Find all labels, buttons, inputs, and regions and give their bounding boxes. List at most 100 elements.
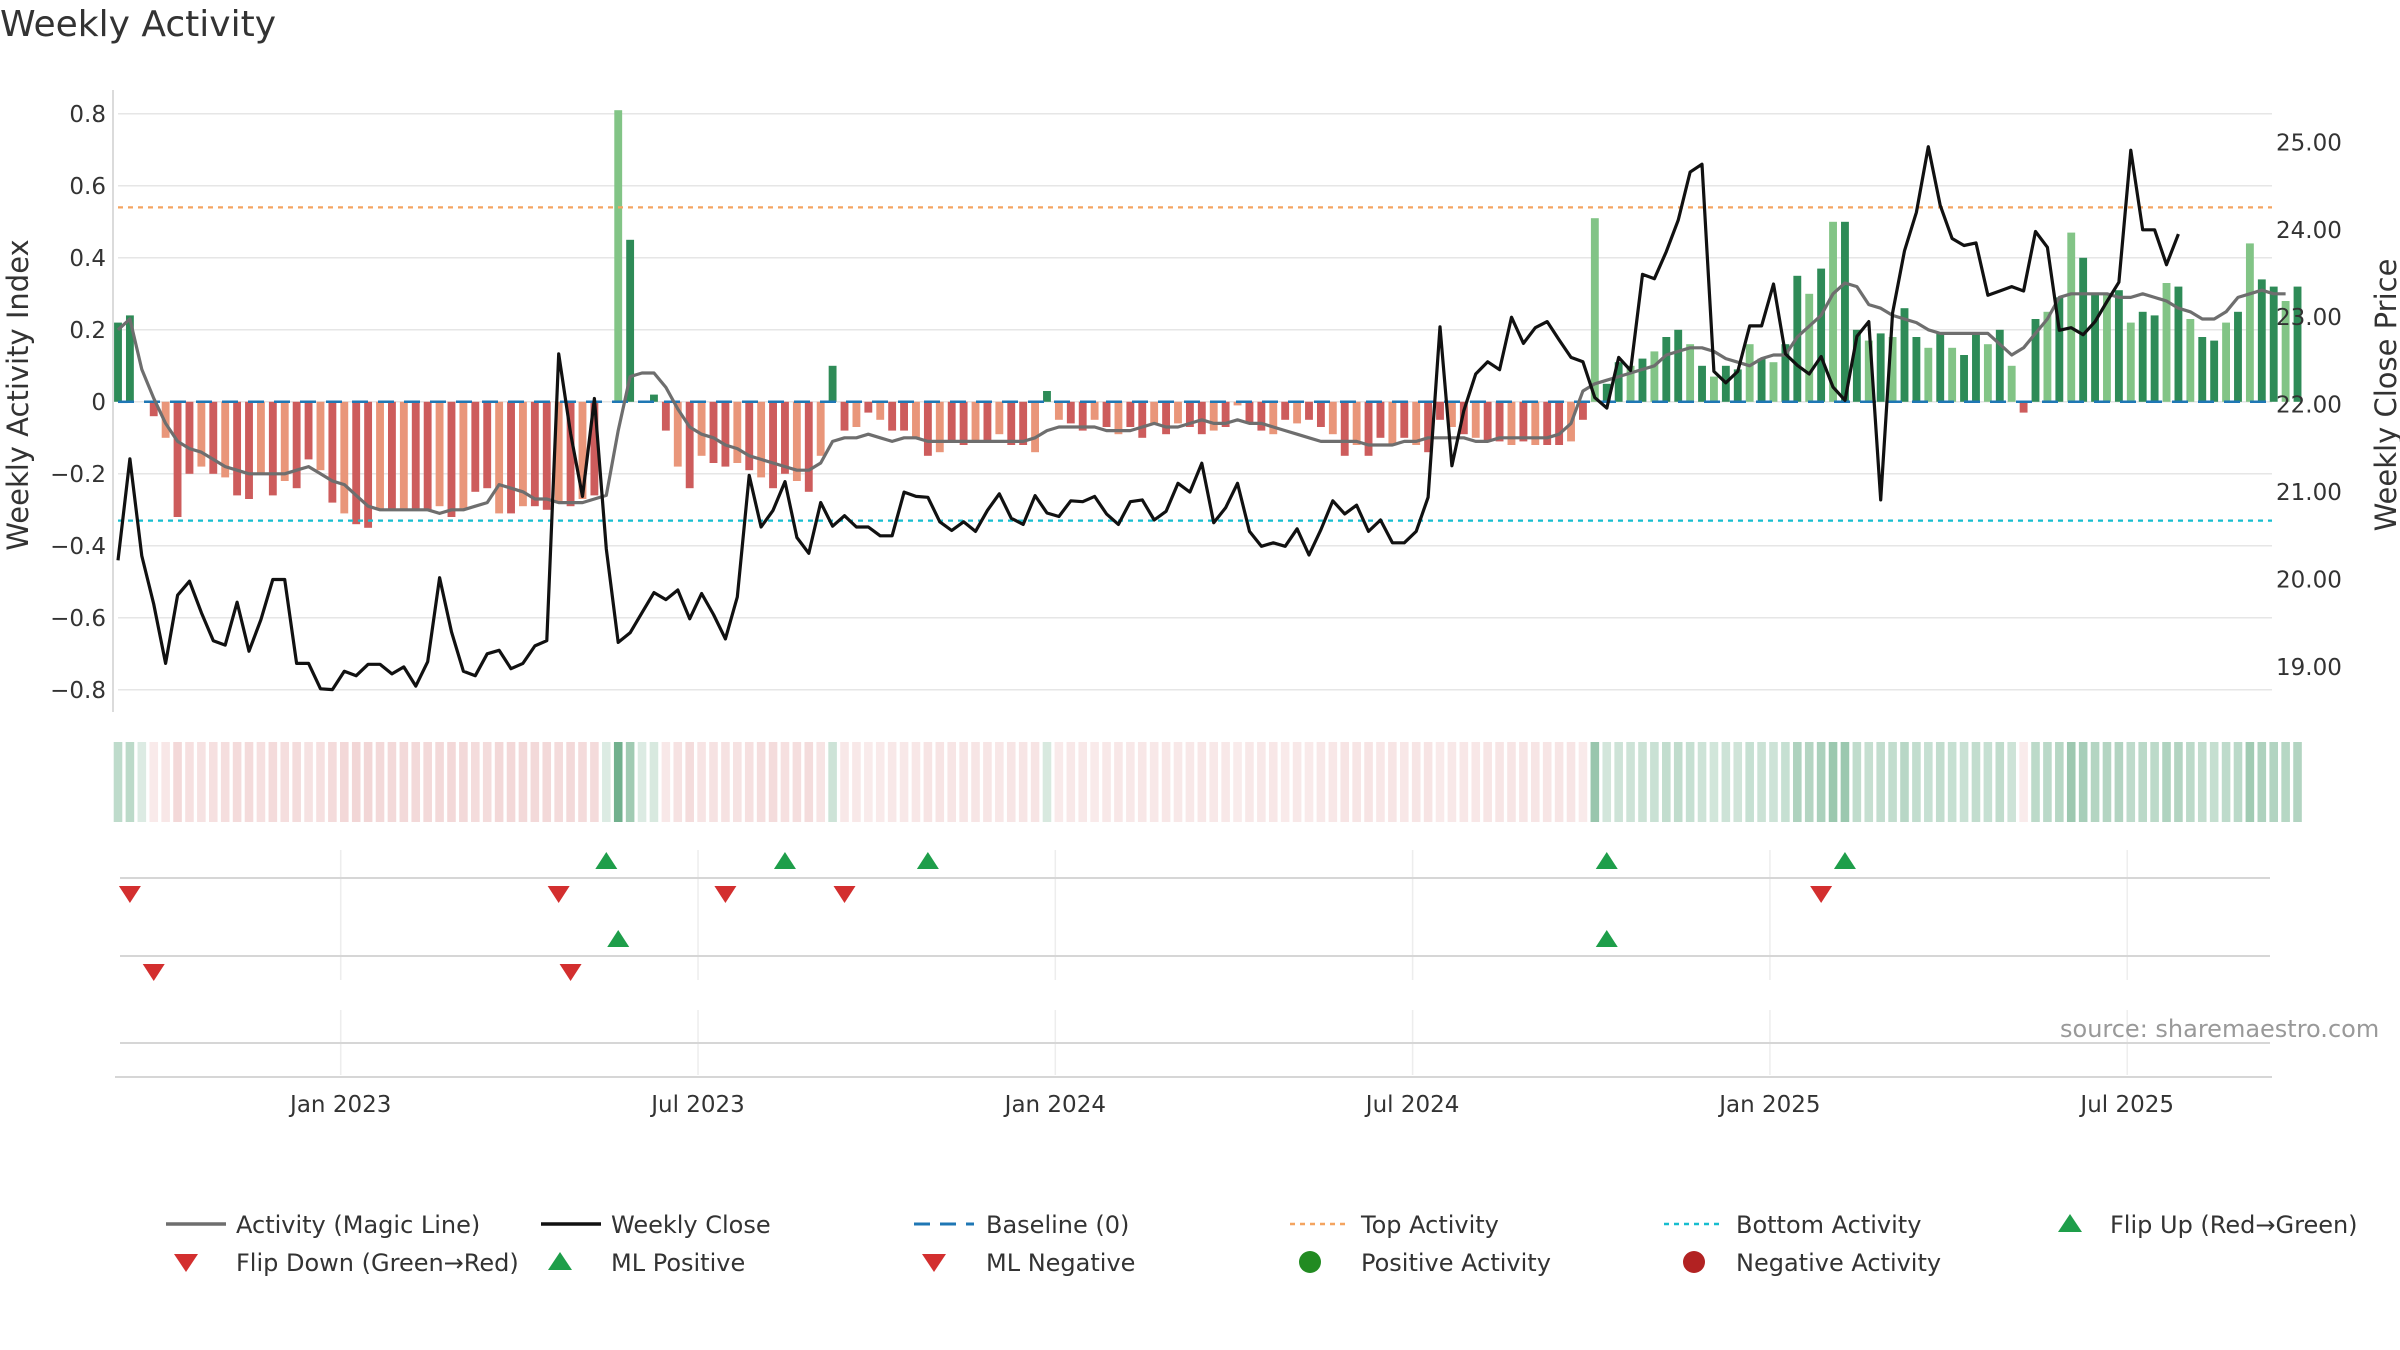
activity-bar [1388, 401, 1397, 445]
activity-bar [2174, 286, 2183, 402]
legend-label: Bottom Activity [1736, 1211, 1921, 1239]
heat-cell [482, 742, 492, 822]
heat-cell [1721, 742, 1731, 822]
heat-cell [1364, 742, 1373, 822]
heat-cell [2055, 742, 2064, 822]
source-note: source: sharemaestro.com [2060, 1015, 2380, 1043]
legend-label: Activity (Magic Line) [236, 1211, 480, 1239]
heat-cell [1983, 742, 1993, 822]
activity-bar [769, 401, 777, 489]
activity-bar [590, 401, 599, 496]
heat-cell [2269, 742, 2278, 822]
legend-label: Positive Activity [1361, 1249, 1551, 1277]
heat-cell [423, 742, 432, 822]
heat-cell [554, 742, 563, 822]
heat-cell [1114, 742, 1123, 822]
heat-cell [1078, 742, 1087, 822]
heat-cell [1971, 742, 1981, 822]
ml-negative-marker [559, 964, 582, 981]
heat-cell [1804, 742, 1814, 822]
heat-cell [2007, 742, 2016, 822]
activity-bar [2245, 243, 2254, 402]
heat-cell [733, 742, 742, 822]
activity-bar [1590, 218, 1599, 402]
legend-label: Flip Down (Green→Red) [236, 1249, 519, 1277]
activity-bar [1733, 369, 1742, 402]
activity-bar [1757, 358, 1766, 402]
activity-bar [959, 401, 968, 445]
activity-bar [2126, 322, 2135, 402]
heat-cell [625, 742, 635, 822]
heat-cell [1018, 742, 1028, 822]
activity-bar [173, 401, 182, 517]
heat-cell [1483, 742, 1492, 822]
heat-cell [1793, 742, 1802, 822]
heat-cell [1304, 742, 1314, 822]
legend-item: Positive Activity [1299, 1249, 1551, 1277]
activity-bar [423, 401, 432, 510]
heat-cell [185, 742, 194, 822]
legend-label: Negative Activity [1736, 1249, 1941, 1277]
heat-cell [2114, 742, 2124, 822]
heat-cell [1030, 742, 1040, 822]
activity-bar [1185, 401, 1194, 427]
heat-cell [280, 742, 290, 822]
activity-bar [376, 401, 384, 510]
heat-cell [268, 742, 278, 822]
flip-down-marker [833, 886, 856, 903]
heat-cell [1947, 742, 1957, 822]
heat-cell [1935, 742, 1945, 822]
heat-cell [935, 742, 945, 822]
heat-cell [2031, 742, 2040, 822]
activity-bar [1769, 362, 1778, 402]
activity-bar [1602, 383, 1611, 402]
activity-bar [1090, 401, 1099, 420]
heat-cell [1435, 742, 1445, 822]
heat-cell [2245, 742, 2255, 822]
heat-cell [1126, 742, 1135, 822]
heat-cell [292, 742, 301, 822]
heat-cell [780, 742, 790, 822]
activity-bar [1495, 401, 1504, 442]
y-tick-label: 0.2 [69, 318, 106, 344]
legend-label: Top Activity [1360, 1211, 1499, 1239]
legend-item: Top Activity [1290, 1211, 1499, 1239]
heat-cell [649, 742, 659, 822]
heat-cell [2233, 742, 2243, 822]
activity-bar [1078, 401, 1087, 431]
heat-cell [1662, 742, 1671, 822]
activity-bar [292, 401, 301, 489]
activity-bar [2222, 322, 2231, 402]
heat-cell [899, 742, 909, 822]
activity-bar [888, 401, 897, 431]
activity-bar [554, 401, 563, 503]
heat-cell [304, 742, 313, 822]
activity-bar [268, 401, 277, 496]
heat-cell [685, 742, 694, 822]
heat-cell [1852, 742, 1862, 822]
activity-bar [1114, 401, 1123, 435]
heat-cell [2174, 742, 2183, 822]
activity-bar [1841, 221, 1849, 402]
heat-cell [2186, 742, 2195, 822]
activity-bar [1781, 344, 1790, 402]
y2-tick-label: 19.00 [2276, 655, 2342, 681]
heat-cell [1816, 742, 1826, 822]
activity-bar [256, 401, 265, 474]
y-tick-label: 0.8 [69, 102, 106, 128]
weekly-close-line [116, 145, 2180, 692]
heat-cell [875, 742, 885, 822]
heat-cell [328, 742, 337, 822]
activity-bar [923, 401, 932, 456]
legend-swatch-ml-positive [548, 1252, 572, 1270]
activity-bar [566, 401, 575, 507]
heat-cell [137, 742, 147, 822]
activity-bar [650, 394, 658, 402]
activity-bar [876, 401, 885, 420]
legend-item: Weekly Close [541, 1211, 771, 1239]
heat-cell [2102, 742, 2112, 822]
activity-bar [1340, 401, 1349, 456]
heat-cell [232, 742, 242, 822]
heat-cell [1340, 742, 1350, 822]
